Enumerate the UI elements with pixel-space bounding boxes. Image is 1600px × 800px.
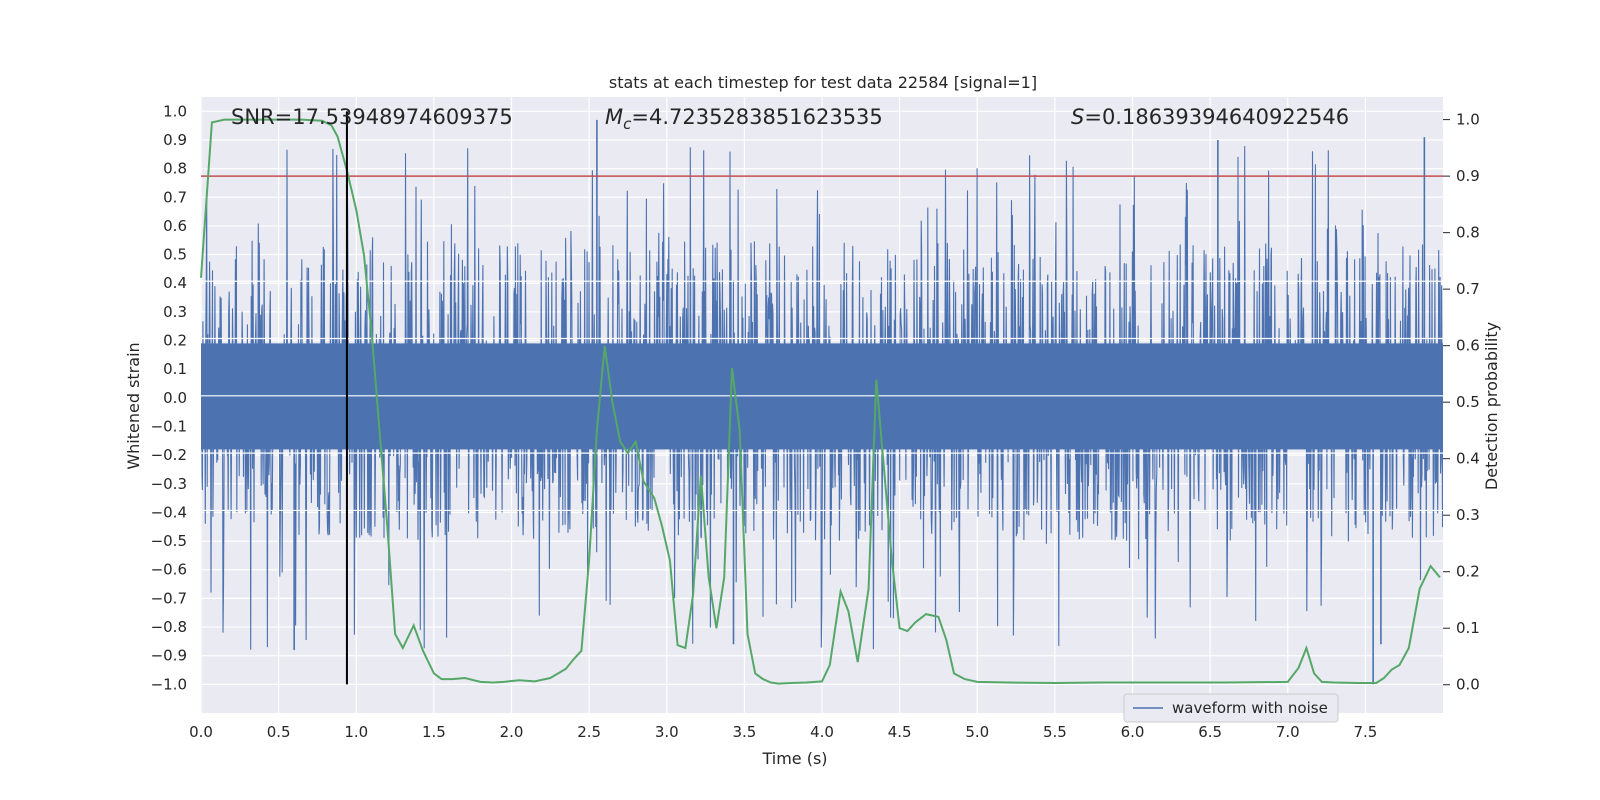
x-tick-label: 2.5 [577,723,601,741]
x-tick-label: 7.5 [1353,723,1377,741]
chart-title: stats at each timestep for test data 225… [609,73,1037,92]
y-tick-label: −0.9 [151,647,187,665]
y-tick-label: −0.4 [151,503,187,521]
legend-box [1123,693,1339,723]
x-tick-label: 0.0 [189,723,213,741]
y-right-tick-label: 0.5 [1456,393,1480,411]
x-tick-label: 4.5 [888,723,912,741]
y-tick-label: −0.1 [151,417,187,435]
x-tick-label: 5.0 [965,723,989,741]
y-tick-label: 0.8 [163,160,187,178]
x-tick-label: 4.0 [810,723,834,741]
y-right-tick-label: 0.8 [1456,224,1480,242]
s-symbol: S [1071,105,1084,129]
waveform-series [201,119,1443,685]
y-axis-label: Whitened strain [124,342,143,469]
y-tick-label: −0.5 [151,532,187,550]
legend: waveform with noise [1123,693,1339,723]
snr-annotation: SNR=17.53948974609375 [231,105,513,129]
x-tick-label: 1.0 [344,723,368,741]
y-tick-label: −0.8 [151,618,187,636]
y-tick-label: 0.7 [163,188,187,206]
y-right-tick-label: 0.6 [1456,337,1480,355]
chirp-mass-value: =4.7235283851623535 [631,105,882,129]
y-tick-label: 0.9 [163,131,187,149]
x-axis-label: Time (s) [761,749,827,768]
y-right-tick-label: 0.2 [1456,563,1480,581]
x-tick-labels: 0.0 0.5 1.0 1.5 2.0 2.5 3.0 3.5 4.0 4.5 5.0 5.5 6.0 6… [189,723,1377,741]
y-tick-label: −0.6 [151,561,187,579]
x-tick-label: 1.5 [422,723,446,741]
y-tick-labels: 1.0 0.9 0.8 0.7 0.6 0.5 0.4 0.3 0.2 0.1 0.0 −0.1 −0.… [151,102,187,693]
x-tick-label: 3.0 [655,723,679,741]
chirp-mass-annotation: Mc=4.7235283851623535 [605,105,883,133]
x-tick-label: 2.0 [500,723,524,741]
legend-label: waveform with noise [1172,699,1328,717]
y-right-tick-label: 0.0 [1456,676,1480,694]
y-right-tick-label: 0.9 [1456,167,1480,185]
y-tick-label: −0.3 [151,475,187,493]
y-right-tick-label: 0.7 [1456,280,1480,298]
y-tick-label: 0.3 [163,303,187,321]
y-tick-label: 0.2 [163,332,187,350]
chirp-mass-symbol: M [605,105,623,129]
s-value: =0.18639394640922546 [1084,105,1349,129]
y-right-tick-label: 0.1 [1456,619,1480,637]
y-tick-label: 0.0 [163,389,187,407]
y-tick-label: 0.6 [163,217,187,235]
y-tick-label: 0.4 [163,274,187,292]
x-tick-label: 7.0 [1276,723,1300,741]
y-tick-label: −0.7 [151,589,187,607]
x-tick-label: 6.5 [1198,723,1222,741]
x-tick-label: 6.0 [1121,723,1145,741]
y-tick-label: −1.0 [151,675,187,693]
chirp-mass-subscript: c [623,115,632,133]
y-right-tick-label: 0.4 [1456,450,1480,468]
y-tick-label: 0.1 [163,360,187,378]
y-tick-label: 0.5 [163,246,187,264]
s-annotation: S=0.18639394640922546 [1071,105,1349,129]
y-tick-label: 1.0 [163,102,187,120]
x-tick-label: 5.5 [1043,723,1067,741]
y-right-tick-label: 0.3 [1456,506,1480,524]
x-tick-label: 0.5 [267,723,291,741]
detection-probability-line [200,118,1441,685]
y-tick-label: −0.2 [151,446,187,464]
y-right-tick-label: 1.0 [1456,111,1480,129]
x-tick-label: 3.5 [732,723,756,741]
y-axis-right-label: Detection probability [1482,322,1501,490]
y-right-tick-labels: 1.0 0.9 0.8 0.7 0.6 0.5 0.4 0.3 0.2 0.1 0.0 [1443,111,1480,694]
